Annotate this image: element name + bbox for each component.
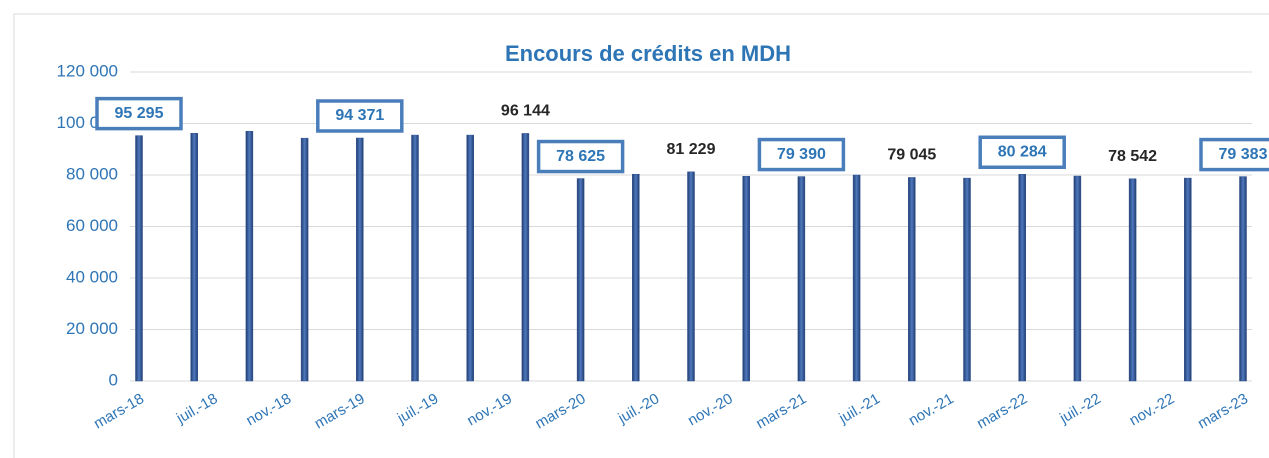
bar bbox=[1184, 177, 1192, 382]
data-label: 96 144 bbox=[501, 103, 550, 120]
data-label: 94 371 bbox=[335, 107, 384, 124]
bar bbox=[190, 133, 198, 382]
label-box bbox=[316, 99, 404, 133]
data-label: 79 390 bbox=[777, 146, 826, 163]
y-tick-label: 20 000 bbox=[66, 319, 118, 338]
data-label: 79 383 bbox=[1219, 146, 1268, 163]
bar bbox=[466, 134, 474, 382]
y-tick-label: 120 000 bbox=[57, 61, 118, 80]
data-label: 78 542 bbox=[1108, 148, 1157, 165]
bar bbox=[908, 177, 916, 382]
data-label: 78 625 bbox=[556, 148, 605, 165]
bar bbox=[245, 130, 254, 382]
bar bbox=[356, 137, 364, 382]
bar bbox=[742, 176, 750, 382]
bar bbox=[852, 174, 861, 382]
bar bbox=[963, 177, 971, 382]
data-label: 81 229 bbox=[667, 141, 716, 158]
data-label: 79 045 bbox=[887, 147, 936, 164]
data-label: 95 295 bbox=[115, 105, 164, 122]
data-label: 80 284 bbox=[998, 143, 1047, 160]
bar bbox=[1018, 174, 1026, 382]
bar bbox=[1239, 176, 1247, 382]
bar bbox=[797, 176, 806, 382]
bar bbox=[576, 178, 585, 382]
bar bbox=[300, 137, 309, 382]
bar bbox=[687, 171, 695, 382]
bar bbox=[521, 133, 530, 382]
bar bbox=[1073, 175, 1082, 382]
y-tick-label: 40 000 bbox=[66, 267, 118, 286]
label-box bbox=[1199, 137, 1269, 172]
bar bbox=[1128, 178, 1137, 382]
y-tick-label: 60 000 bbox=[66, 216, 118, 235]
label-box bbox=[757, 137, 846, 172]
label-box bbox=[536, 139, 625, 174]
chart-frame bbox=[13, 13, 1269, 458]
bar bbox=[411, 134, 419, 382]
label-box bbox=[95, 96, 183, 131]
y-tick-label: 0 bbox=[109, 370, 118, 389]
label-box bbox=[978, 135, 1066, 170]
chart-title: Encours de crédits en MDH bbox=[505, 41, 791, 66]
bar bbox=[135, 135, 143, 382]
y-tick-label: 80 000 bbox=[66, 164, 118, 183]
bar bbox=[632, 173, 640, 382]
